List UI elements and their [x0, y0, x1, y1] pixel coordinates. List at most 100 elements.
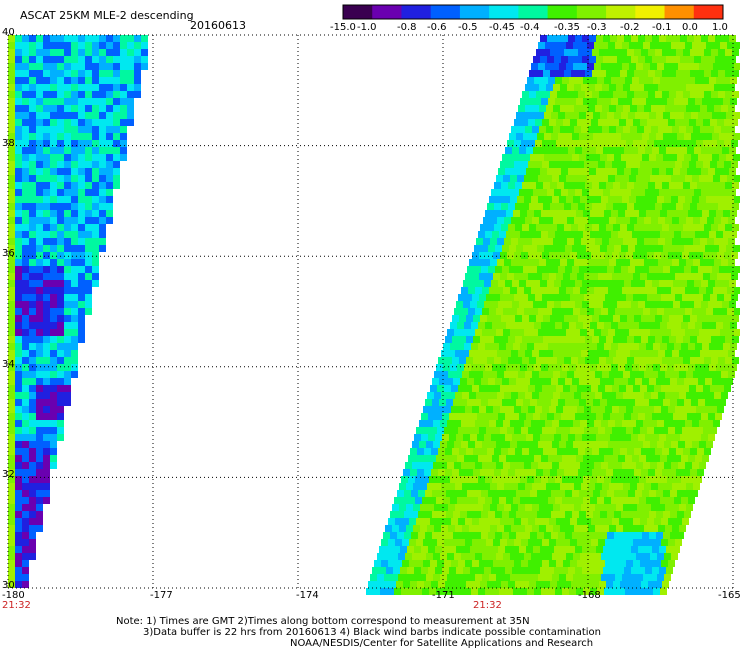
data-cell	[697, 315, 704, 322]
data-cell	[607, 154, 614, 161]
data-cell	[667, 210, 674, 217]
data-cell	[689, 406, 696, 413]
data-cell	[682, 119, 689, 126]
data-cell	[92, 182, 99, 189]
data-cell	[106, 63, 113, 70]
data-cell	[43, 245, 50, 252]
data-cell	[687, 56, 694, 63]
data-cell	[730, 98, 737, 105]
data-cell	[576, 588, 583, 595]
data-cell	[671, 175, 678, 182]
data-cell	[486, 539, 493, 546]
data-cell	[577, 119, 584, 126]
data-cell	[396, 581, 403, 588]
data-cell	[430, 406, 437, 413]
data-cell	[545, 287, 552, 294]
data-cell	[71, 84, 78, 91]
data-cell	[420, 525, 427, 532]
data-cell	[22, 392, 29, 399]
data-cell	[22, 91, 29, 98]
data-cell	[536, 70, 543, 77]
data-cell	[29, 357, 36, 364]
data-cell	[22, 350, 29, 357]
data-cell	[595, 238, 602, 245]
data-cell	[8, 91, 15, 98]
data-cell	[568, 567, 575, 574]
data-cell	[64, 35, 71, 42]
data-cell	[668, 119, 675, 126]
data-cell	[71, 154, 78, 161]
colorbar-segment	[606, 5, 636, 19]
data-cell	[602, 217, 609, 224]
data-cell	[426, 553, 433, 560]
data-cell	[671, 196, 678, 203]
data-cell	[485, 322, 492, 329]
data-cell	[659, 168, 666, 175]
data-cell	[471, 497, 478, 504]
data-cell	[629, 574, 636, 581]
data-cell	[591, 406, 598, 413]
data-cell	[550, 315, 557, 322]
data-cell	[602, 105, 609, 112]
data-cell	[452, 581, 459, 588]
data-cell	[435, 413, 442, 420]
data-cell	[581, 238, 588, 245]
data-cell	[99, 175, 106, 182]
data-cell	[522, 469, 529, 476]
data-cell	[509, 511, 516, 518]
data-cell	[29, 252, 36, 259]
data-cell	[685, 462, 692, 469]
data-cell	[538, 175, 545, 182]
data-cell	[673, 413, 680, 420]
data-cell	[590, 322, 597, 329]
data-cell	[43, 224, 50, 231]
data-cell	[485, 497, 492, 504]
data-cell	[575, 280, 582, 287]
data-cell	[490, 525, 497, 532]
data-cell	[71, 245, 78, 252]
data-cell	[596, 546, 603, 553]
data-cell	[673, 56, 680, 63]
data-cell	[556, 252, 563, 259]
data-cell	[700, 259, 707, 266]
data-cell	[687, 301, 694, 308]
data-cell	[590, 497, 597, 504]
data-cell	[434, 504, 441, 511]
data-cell	[663, 399, 670, 406]
data-cell	[8, 406, 15, 413]
data-cell	[515, 469, 522, 476]
data-cell	[542, 406, 549, 413]
data-cell	[419, 462, 426, 469]
data-cell	[29, 315, 36, 322]
data-cell	[456, 301, 463, 308]
footer-note-1: Note: 1) Times are GMT 2)Times along bot…	[116, 616, 530, 627]
data-cell	[638, 567, 645, 574]
data-cell	[621, 266, 628, 273]
data-cell	[526, 413, 533, 420]
data-cell	[640, 273, 647, 280]
data-cell	[575, 434, 582, 441]
data-cell	[645, 301, 652, 308]
data-cell	[600, 490, 607, 497]
data-cell	[64, 259, 71, 266]
data-cell	[667, 77, 674, 84]
data-cell	[57, 427, 64, 434]
data-cell	[666, 434, 673, 441]
data-cell	[499, 343, 506, 350]
data-cell	[451, 406, 458, 413]
data-cell	[462, 350, 469, 357]
data-cell	[724, 273, 731, 280]
data-cell	[632, 322, 639, 329]
data-cell	[15, 308, 22, 315]
data-cell	[658, 126, 665, 133]
data-cell	[29, 140, 36, 147]
data-cell	[707, 126, 714, 133]
data-cell	[664, 287, 671, 294]
data-cell	[36, 147, 43, 154]
data-cell	[92, 105, 99, 112]
longitude-tick-label: -174	[296, 590, 319, 601]
data-cell	[450, 476, 457, 483]
data-cell	[397, 511, 404, 518]
data-cell	[677, 133, 684, 140]
data-cell	[545, 175, 552, 182]
